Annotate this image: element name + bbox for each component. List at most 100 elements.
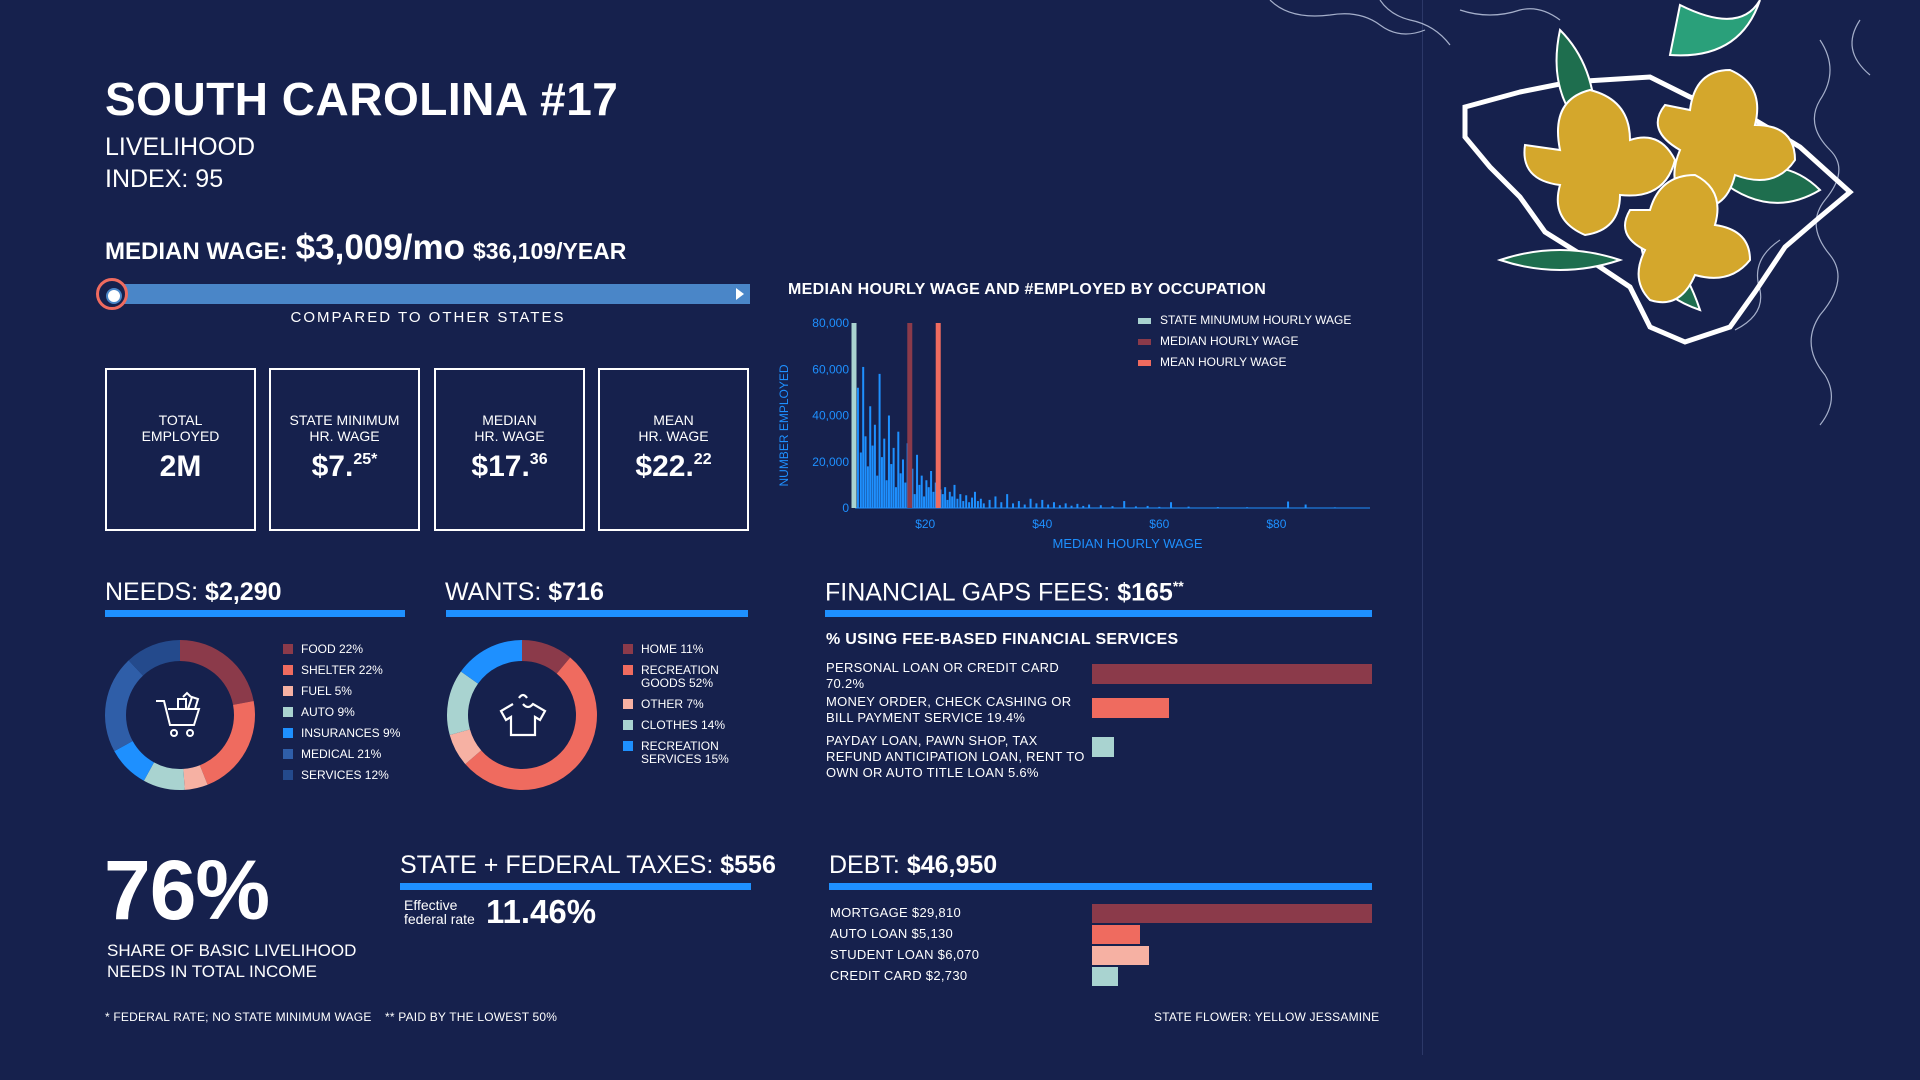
- tshirt-icon: [491, 684, 555, 748]
- state-rank-marker[interactable]: [96, 278, 128, 310]
- debt-label: AUTO LOAN $5,130: [830, 926, 954, 941]
- stat-label-line-2: HR. WAGE: [474, 428, 545, 444]
- legend-swatch: [623, 741, 633, 751]
- state-comparison-slider-track[interactable]: [106, 284, 750, 304]
- page-title: SOUTH CAROLINA #17: [105, 73, 619, 125]
- legend-label: SHELTER 22%: [301, 663, 383, 677]
- stat-value: $17.36: [471, 450, 548, 483]
- donut-slice-2: [183, 765, 208, 790]
- chart-bar: [862, 366, 865, 508]
- donut-slice-2: [449, 729, 482, 765]
- donut-slice-5: [105, 660, 144, 752]
- chart-bar: [866, 466, 869, 508]
- legend-swatch: [283, 770, 293, 780]
- chart-legend-swatch: [1138, 339, 1151, 345]
- x-tick-label: $40: [1032, 517, 1052, 531]
- legend-swatch: [623, 644, 633, 654]
- stat-label-line-1: MEDIAN: [482, 412, 537, 428]
- chart-bar: [968, 502, 971, 508]
- chart-legend-label: STATE MINUMUM HOURLY WAGE: [1160, 313, 1351, 327]
- chart-bar: [1170, 502, 1173, 508]
- legend-swatch: [283, 707, 293, 717]
- jessamine-flowers: [1523, 68, 1797, 304]
- chart-bar: [1047, 504, 1050, 508]
- needs-donut-chart: [105, 640, 255, 790]
- chart-bar: [962, 501, 965, 508]
- median-wage-label: MEDIAN WAGE:: [105, 238, 288, 265]
- chart-bar: [913, 494, 916, 508]
- chart-bar: [899, 473, 902, 508]
- chart-bar: [883, 438, 886, 508]
- stat-label-line-2: HR. WAGE: [309, 428, 380, 444]
- chart-bar: [1035, 503, 1038, 508]
- debt-label: MORTGAGE $29,810: [830, 905, 962, 920]
- legend-label: SERVICES 12%: [301, 768, 389, 782]
- chart-bar: [1158, 506, 1161, 508]
- chart-bar: [973, 491, 976, 508]
- chart-legend-swatch: [1138, 318, 1151, 324]
- chart-bar: [1017, 501, 1020, 508]
- needs-legend-item: INSURANCES 9%: [283, 727, 408, 740]
- financial-service-bar: [1092, 664, 1372, 684]
- debt-bar: [1092, 946, 1149, 965]
- y-tick-label: 0: [842, 501, 849, 515]
- wants-legend-item: RECREATION GOODS 52%: [623, 664, 748, 690]
- chart-bar: [930, 471, 933, 508]
- chart-bar: [892, 447, 895, 508]
- stat-label-line-1: STATE MINIMUM: [289, 412, 400, 428]
- chart-bar: [927, 487, 930, 508]
- x-tick-label: $60: [1149, 517, 1169, 531]
- chart-bar: [941, 494, 944, 508]
- chart-bar: [1123, 501, 1126, 508]
- chart-bar: [971, 497, 974, 508]
- debt-bar: [1092, 967, 1118, 986]
- chart-bar: [1012, 503, 1015, 508]
- needs-legend-item: SHELTER 22%: [283, 664, 408, 677]
- legend-label: AUTO 9%: [301, 705, 355, 719]
- chart-bar: [894, 487, 897, 508]
- stat-label-line-2: EMPLOYED: [141, 428, 220, 444]
- chart-bar: [1134, 506, 1137, 508]
- chart-title: MEDIAN HOURLY WAGE AND #EMPLOYED BY OCCU…: [788, 281, 1267, 298]
- chart-bar: [1216, 507, 1219, 508]
- chart-bar: [1023, 504, 1026, 508]
- chart-bar: [890, 464, 893, 508]
- chart-bar: [1058, 505, 1061, 508]
- chart-bar: [956, 498, 959, 508]
- legend-label: RECREATION GOODS 52%: [641, 663, 719, 690]
- legend-swatch: [283, 728, 293, 738]
- legend-label: FOOD 22%: [301, 642, 364, 656]
- debt-divider: [829, 883, 1372, 890]
- wants-legend-item: CLOTHES 14%: [623, 719, 748, 732]
- donut-slice-6: [128, 640, 180, 676]
- chart-bar: [923, 496, 926, 508]
- donut-slice-1: [199, 700, 255, 785]
- chart-bar: [916, 454, 919, 508]
- legend-label: FUEL 5%: [301, 684, 352, 698]
- chart-bar: [869, 406, 872, 508]
- chart-bar: [880, 457, 883, 508]
- wants-divider: [446, 610, 748, 617]
- stat-box-mean-wage: MEAN HR. WAGE $22.22: [598, 368, 749, 531]
- stat-box-state-minimum-wage: STATE MINIMUM HR. WAGE $7.25*: [269, 368, 420, 531]
- needs-legend-item: MEDICAL 21%: [283, 748, 408, 761]
- debt-heading: DEBT: $46,950: [829, 851, 998, 879]
- chart-bar: [871, 445, 874, 508]
- median-wage-row: MEDIAN WAGE: $3,009/mo $36,109/YEAR: [105, 228, 626, 268]
- legend-swatch: [283, 749, 293, 759]
- stat-label-line-1: MEAN: [653, 412, 694, 428]
- chart-bar: [965, 495, 968, 508]
- donut-slice-4: [460, 640, 522, 684]
- financial-services-subtitle: % USING FEE-BASED FINANCIAL SERVICES: [826, 631, 1179, 648]
- financial-gaps-divider: [825, 610, 1372, 617]
- federal-rate-value: 11.46%: [486, 893, 597, 930]
- wants-heading: WANTS: $716: [445, 578, 604, 606]
- compared-label: COMPARED TO OTHER STATES: [290, 309, 566, 326]
- financial-service-label: PERSONAL LOAN OR CREDIT CARD 70.2%: [826, 660, 1060, 691]
- y-axis-label: NUMBER EMPLOYED: [777, 364, 791, 486]
- chart-legend-label: MEDIAN HOURLY WAGE: [1160, 334, 1298, 348]
- legend-swatch: [623, 699, 633, 709]
- x-axis-label: MEDIAN HOURLY WAGE: [1052, 536, 1202, 551]
- chart-bar: [1146, 505, 1149, 508]
- subtitle-line-2: INDEX: 95: [105, 165, 224, 193]
